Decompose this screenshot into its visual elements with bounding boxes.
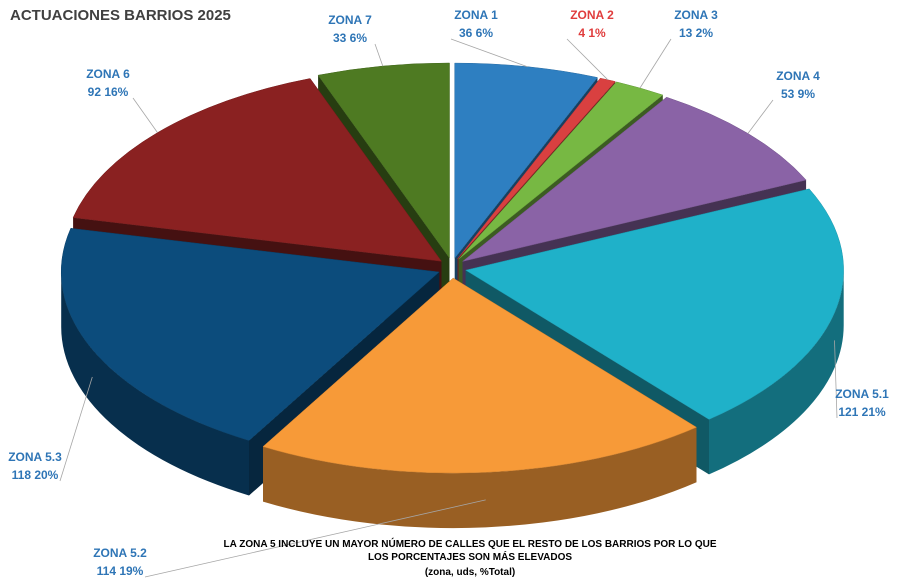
leader-line <box>374 43 384 67</box>
slice <box>465 188 844 420</box>
data-label: 114 19% <box>97 564 144 578</box>
data-label: 118 20% <box>12 468 59 482</box>
category-label: ZONA 5.1 <box>835 387 889 401</box>
category-label: ZONA 5.2 <box>93 546 147 560</box>
data-label: 92 16% <box>88 85 129 99</box>
annotation-caption: (zona, uds, %Total) <box>424 567 516 578</box>
category-label: ZONA 6 <box>86 67 130 81</box>
leader-line <box>59 376 93 482</box>
slice-side <box>263 427 697 529</box>
chart-title: ACTUACIONES BARRIOS 2025 <box>10 7 231 24</box>
category-label: ZONA 7 <box>328 13 372 27</box>
slice <box>457 77 616 259</box>
slice <box>72 78 443 262</box>
leader-line <box>747 99 774 134</box>
data-label: 4 1% <box>578 26 606 40</box>
leader-line <box>450 38 528 68</box>
category-label: ZONA 1 <box>454 8 498 22</box>
category-label: ZONA 2 <box>570 8 614 22</box>
annotation: LA ZONA 5 INCLUYE UN MAYOR NÚMERO DE CAL… <box>223 539 717 563</box>
leader-line <box>639 38 672 89</box>
category-label: ZONA 4 <box>776 69 820 83</box>
slice-side <box>709 270 844 475</box>
slice-side <box>61 272 250 496</box>
slice <box>60 228 440 441</box>
leader-line <box>132 97 158 133</box>
category-label: ZONA 3 <box>674 8 718 22</box>
leader-line <box>834 340 838 419</box>
data-label: 33 6% <box>333 31 367 45</box>
leader-line <box>144 499 486 578</box>
data-label: 13 2% <box>679 26 713 40</box>
slice <box>317 62 450 259</box>
data-label: 53 9% <box>781 87 815 101</box>
data-label: 36 6% <box>459 26 493 40</box>
category-label: ZONA 5.3 <box>8 450 62 464</box>
leader-line <box>566 38 609 81</box>
slice <box>458 81 664 260</box>
slice <box>262 277 698 474</box>
slice <box>454 62 598 259</box>
data-label: 121 21% <box>838 405 886 419</box>
